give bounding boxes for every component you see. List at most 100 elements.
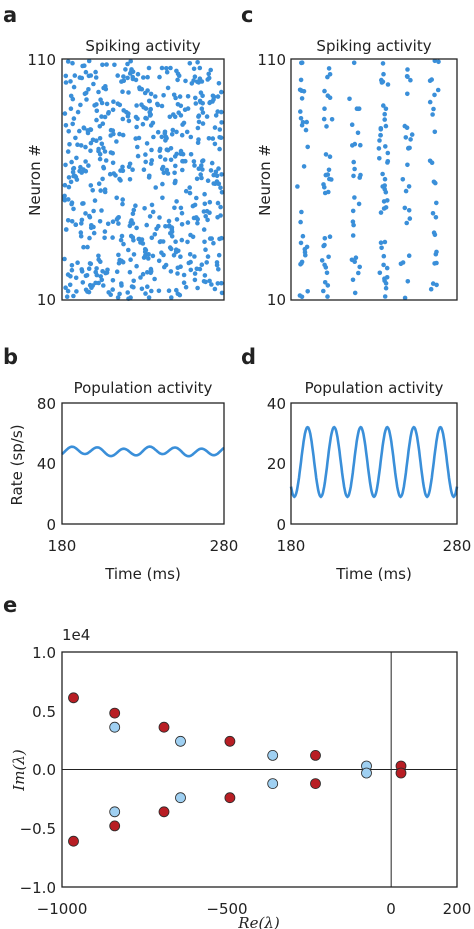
panel-a-spike: [181, 280, 187, 286]
panel-a-spike: [146, 256, 151, 261]
panel-a-spike: [141, 167, 147, 172]
panel-a-spike: [88, 140, 94, 146]
panel-a-spike: [174, 287, 179, 293]
panel-a-spike: [178, 205, 184, 211]
panel-a-spike: [83, 211, 88, 216]
panel-a-spike: [159, 134, 165, 140]
panel-a-spike: [192, 202, 198, 208]
panel-a-spike: [90, 137, 96, 143]
panel-a-spike: [130, 211, 136, 216]
panel-c-spike: [356, 106, 362, 111]
panel-d-line: Population activity 40 20 0 180 280 Time…: [267, 379, 471, 583]
panel-a-spike: [131, 252, 137, 257]
panel-a-spike: [219, 172, 224, 177]
panel-c-spike: [431, 230, 437, 235]
panel-a-spike: [169, 132, 175, 137]
panel-a-spike: [86, 58, 92, 64]
panel-a-spike: [216, 252, 222, 258]
panel-e-ytick-0.5: 0.5: [32, 703, 56, 721]
panel-a-spike: [108, 133, 113, 138]
panel-a-spike: [168, 146, 174, 151]
panel-c-spike: [355, 130, 361, 136]
panel-a-spike: [104, 62, 109, 67]
panel-a-spike: [173, 239, 178, 244]
panel-a-spike: [75, 109, 81, 115]
panel-a-spike: [116, 252, 121, 258]
panel-a-spike: [149, 202, 155, 208]
panel-a-spike: [179, 210, 185, 216]
panel-c-spike: [347, 96, 352, 102]
panel-a-spike: [83, 90, 89, 96]
panel-a-spike: [188, 259, 193, 265]
panel-a-spike: [173, 95, 178, 101]
panel-c-spike: [351, 60, 357, 66]
panel-c-spike: [405, 74, 410, 79]
panel-a-spike: [219, 89, 224, 95]
panel-a-spike: [219, 235, 224, 241]
panel-a-spike: [141, 105, 146, 110]
panel-a-spike: [194, 176, 200, 182]
panel-a-spike: [192, 74, 198, 79]
panel-c-spike: [326, 66, 332, 71]
panel-a-spike: [153, 94, 158, 99]
panel-a-spike: [148, 106, 153, 112]
panel-a-spike: [68, 274, 73, 279]
panel-a-spike: [91, 81, 96, 87]
panel-a-spike: [65, 149, 71, 154]
panel-a-spike: [199, 106, 205, 111]
panel-a-spike: [157, 74, 162, 80]
panel-a-spike: [139, 86, 145, 92]
panel-a-spike: [62, 197, 68, 203]
panel-a-spike: [205, 217, 210, 223]
panel-a-spike: [118, 178, 123, 183]
panel-a-spike: [68, 106, 74, 111]
panel-a-spike: [96, 253, 101, 259]
panel-a-spike: [134, 124, 139, 130]
panel-a-spike: [172, 180, 178, 186]
panel-a-spike: [110, 278, 116, 283]
panel-a-spike: [208, 168, 214, 173]
panel-a-spike: [204, 114, 210, 119]
panel-a-spike: [99, 208, 104, 213]
panel-a-spike: [184, 129, 190, 135]
panel-c-spike: [385, 159, 391, 164]
panel-a-spike: [75, 260, 80, 266]
panel-a-spike: [179, 237, 185, 243]
panel-c-spike: [427, 99, 433, 105]
panel-a-spikes: [61, 58, 225, 302]
panel-a-spike: [183, 284, 189, 290]
panel-a-spike: [200, 167, 205, 172]
panel-c-spike: [305, 144, 311, 150]
panel-a-spike: [117, 131, 122, 137]
panel-a-spike: [98, 188, 103, 193]
panel-a-spike: [73, 135, 78, 141]
panel-c-spike: [430, 281, 436, 286]
panel-a-spike: [200, 101, 205, 106]
panel-a-spike: [202, 191, 207, 197]
panel-d-ytick-0: 0: [276, 516, 286, 534]
panel-c-spike: [298, 240, 304, 246]
panel-a-spike: [213, 169, 219, 175]
panel-a-spike: [196, 114, 201, 119]
panel-a-spike: [149, 235, 155, 241]
panel-c-title: Spiking activity: [316, 37, 431, 55]
panel-a-spike: [70, 169, 76, 175]
panel-a-raster: Spiking activity 110 10 Neuron #: [26, 37, 225, 309]
panel-e-point-lightblue: [109, 806, 121, 818]
panel-c-spike: [430, 112, 435, 117]
panel-a-spike: [135, 153, 141, 159]
panel-a-spike: [98, 274, 103, 279]
panel-c-spike: [349, 122, 355, 127]
panel-a-spike: [208, 67, 213, 73]
panel-e-xtick-minus-500: −500: [206, 900, 247, 918]
panel-a-spike: [153, 185, 158, 190]
panel-d-title: Population activity: [305, 379, 444, 397]
panel-c-spike: [302, 246, 308, 252]
panel-a-spike: [135, 116, 140, 121]
panel-a-spike: [67, 142, 72, 147]
panel-c-spike: [326, 167, 332, 173]
panel-c-spike: [378, 127, 384, 132]
panel-a-spike: [194, 195, 199, 201]
panel-a-spike: [200, 110, 206, 115]
panel-a-spike: [135, 71, 141, 77]
